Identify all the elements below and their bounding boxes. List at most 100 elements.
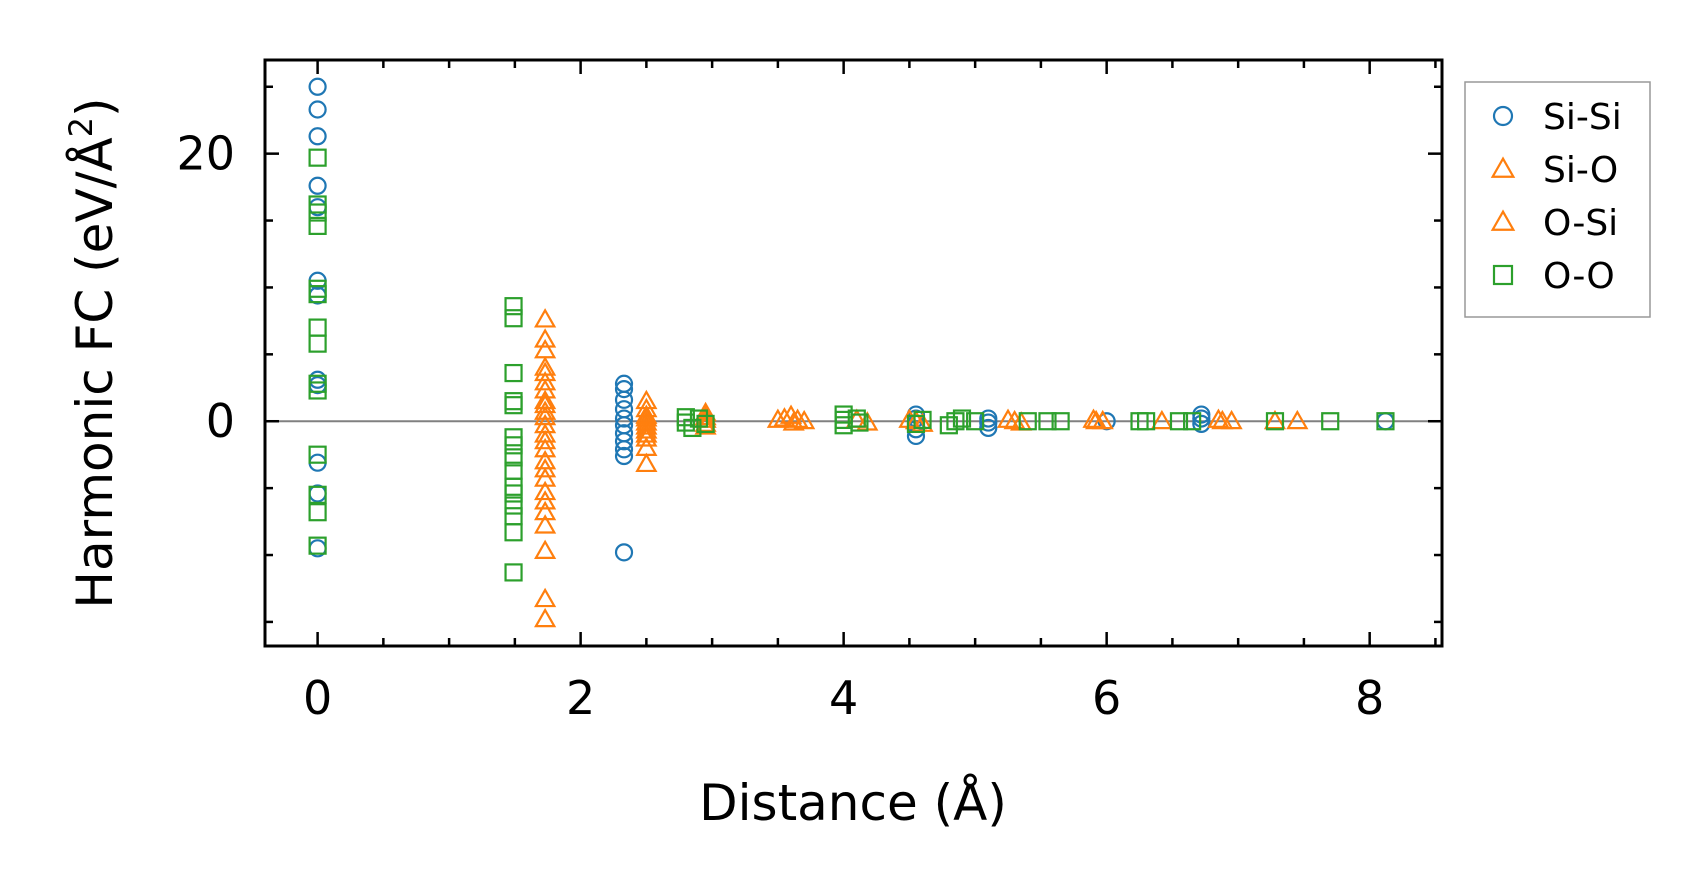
point-o-o-20 [504,436,523,455]
y-tick-label-20: 20 [176,127,235,181]
point-o-si-3 [534,457,557,478]
point-si-si-15 [614,400,634,419]
point-o-o-6 [308,318,327,337]
point-o-o-16 [504,363,523,383]
point-o-o-9 [308,381,327,400]
point-si-si-22 [614,543,634,562]
point-si-si-16 [614,409,634,428]
point-o-o-54 [1376,412,1395,431]
point-o-si-10 [773,407,796,427]
point-o-o-26 [504,507,523,526]
point-si-o-27 [635,452,658,473]
point-o-o-17 [504,392,523,411]
points-layer [308,77,1395,628]
point-o-o-0 [308,148,327,167]
point-si-o-19 [534,607,557,628]
point-o-o-15 [504,309,523,328]
legend-label-si-si: Si-Si [1543,97,1622,138]
point-si-si-20 [614,440,634,459]
legend: Si-Si Si-O O-Si O-O [1464,81,1651,318]
point-o-o-50 [1169,412,1189,431]
point-o-o-33 [696,414,715,434]
point-o-o-43 [952,409,972,428]
point-si-o-39 [996,408,1020,428]
point-o-o-11 [308,485,327,504]
point-o-o-38 [850,413,869,432]
point-si-o-44 [1207,408,1230,428]
legend-label-si-o: Si-O [1543,150,1618,191]
point-si-si-1 [308,100,327,119]
plot-frame [263,58,1444,648]
point-o-o-40 [913,410,932,429]
point-o-o-2 [308,203,327,222]
legend-marker-o-si [1490,209,1516,231]
point-si-o-14 [534,490,557,510]
x-axis-title: Distance (Å) [699,774,1007,832]
point-o-o-5 [308,285,327,304]
point-si-si-30 [979,418,998,438]
y-tick-label-0: 0 [206,394,235,448]
point-si-si-21 [614,446,634,466]
point-o-o-53 [1321,412,1340,431]
x-tick-label-0: 0 [303,671,332,725]
ticks-layer [265,60,1442,646]
point-o-o-52 [1265,412,1285,431]
point-si-si-19 [614,432,634,451]
point-o-o-12 [308,503,327,522]
point-si-o-43 [1150,409,1173,430]
point-si-o-15 [534,500,557,521]
legend-label-o-si: O-Si [1543,203,1618,244]
legend-marker-si-si [1492,105,1514,127]
point-o-o-49 [1137,412,1156,431]
point-si-si-13 [614,380,634,399]
point-si-o-28 [694,401,717,422]
point-o-si-11 [786,408,809,428]
point-o-o-32 [689,409,709,428]
point-si-si-2 [308,127,327,146]
point-o-o-14 [504,297,523,316]
point-o-o-25 [504,496,523,515]
point-o-si-0 [534,393,557,414]
point-o-o-37 [847,409,866,428]
point-o-si-4 [534,480,557,501]
point-o-o-21 [504,448,523,467]
point-o-o-51 [1183,412,1202,431]
point-si-o-0 [534,308,557,328]
legend-marker-o-o [1492,264,1514,286]
point-o-o-44 [966,412,985,431]
point-si-o-16 [534,514,557,534]
tick-labels-layer: 0 2 4 6 8 0 20 [176,127,1384,725]
point-si-o-5 [534,371,557,391]
point-si-o-13 [534,467,557,487]
point-si-si-14 [614,390,634,409]
point-si-si-33 [1192,409,1211,428]
point-o-o-39 [906,414,926,434]
point-o-si-6 [635,415,658,435]
point-o-o-23 [504,477,523,496]
point-si-si-32 [1192,405,1211,424]
point-o-o-27 [504,523,523,542]
legend-marker-si-o [1490,156,1516,178]
point-si-o-17 [534,539,557,560]
point-o-si-7 [635,423,658,443]
point-si-si-34 [1192,414,1211,434]
point-si-o-1 [534,328,557,348]
y-axis-title-superscript: 2 [62,117,100,137]
point-si-o-46 [1263,409,1287,430]
point-o-o-41 [939,416,958,435]
point-o-o-3 [308,216,327,235]
point-si-o-47 [1286,409,1309,430]
point-si-o-8 [534,400,557,420]
point-si-si-0 [308,77,327,96]
point-o-si-14 [1085,409,1108,430]
y-axis-title-close: ) [66,97,124,117]
point-si-si-3 [308,176,327,195]
point-o-si-2 [534,429,557,450]
point-o-o-13 [308,536,327,555]
point-o-o-45 [1018,412,1037,431]
point-o-o-47 [1051,412,1070,431]
point-si-o-34 [793,409,816,430]
x-tick-label-4: 4 [829,671,858,725]
point-o-o-46 [1038,412,1057,431]
